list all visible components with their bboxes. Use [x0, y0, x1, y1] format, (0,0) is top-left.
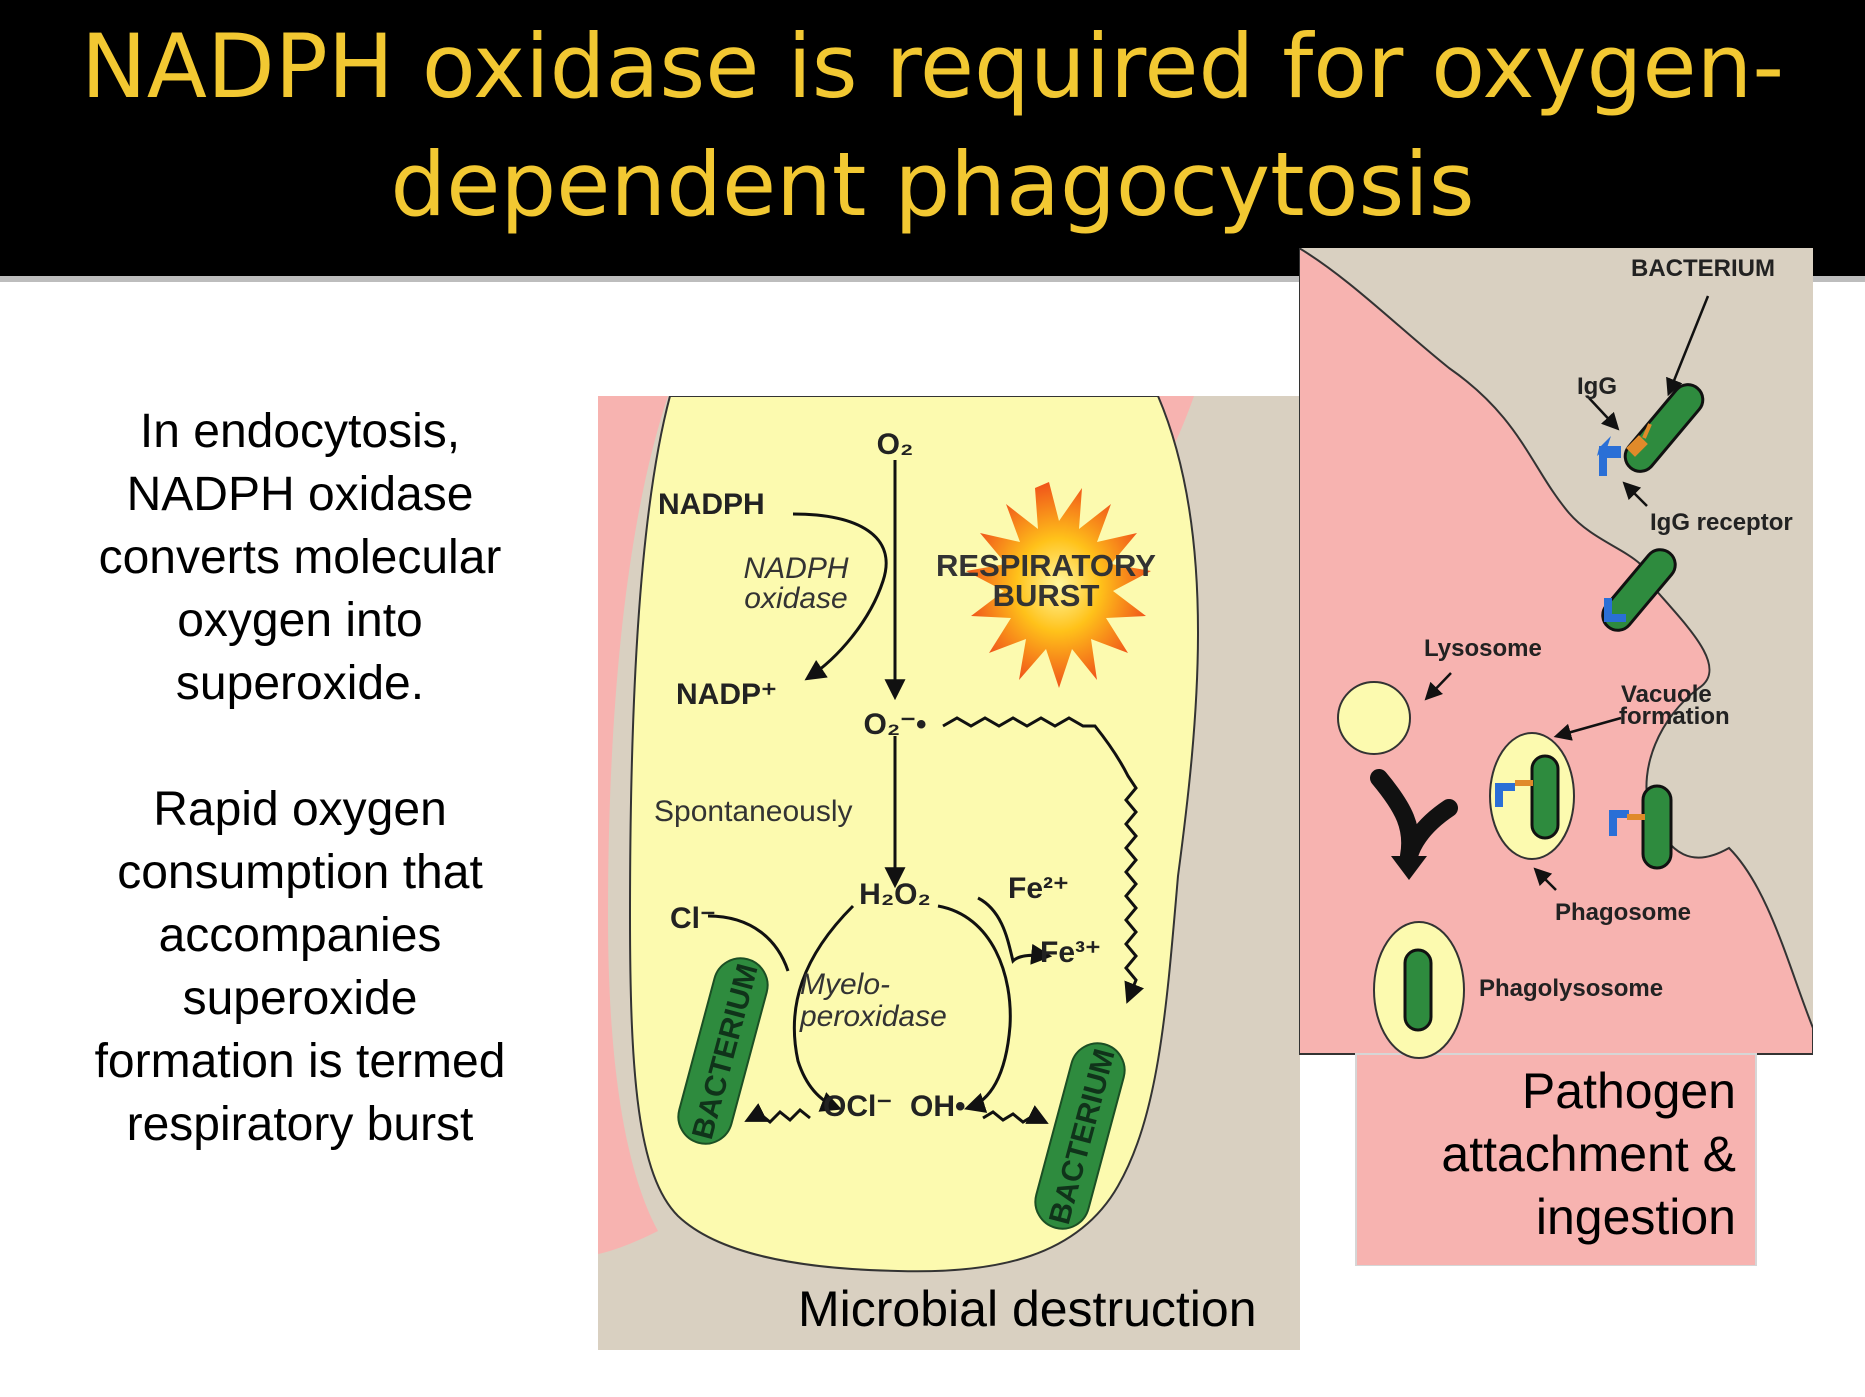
fe3-label: Fe³⁺	[1040, 936, 1101, 969]
igg-receptor-4	[1609, 810, 1617, 836]
igg-receptor-2	[1604, 598, 1612, 622]
igg-antibody-1	[1626, 423, 1652, 457]
left-text-line: converts molecular	[98, 531, 502, 584]
phagolysosome-label: Phagolysosome	[1479, 975, 1663, 1002]
superoxide-to-bacterium-wavy-arrow	[942, 716, 1144, 1004]
left-text-line: consumption that	[117, 846, 483, 899]
vacuole-label-line-2: formation	[1619, 703, 1730, 730]
hydroxyl-radical-label: OH•	[910, 1090, 966, 1123]
pathogen-ingestion-diagram: BACTERIUM IgG IgG receptor Lysosome Vacu…	[1299, 248, 1813, 1266]
phagosome-label: Phagosome	[1555, 899, 1691, 926]
left-text-line: superoxide.	[175, 657, 425, 710]
h2o2-label: H₂O₂	[859, 878, 931, 911]
left-text-line: oxygen into	[177, 594, 423, 647]
left-text-line: accompanies	[158, 909, 442, 962]
phagocyte-cell	[1299, 248, 1813, 1055]
left-text-line: respiratory burst	[126, 1098, 474, 1151]
lysosome-label: Lysosome	[1424, 635, 1542, 662]
o2-label: O₂	[877, 428, 914, 461]
hypochlorite-label: OCl⁻	[823, 1090, 892, 1123]
nadph-oxidase-label-line-1: NADPH	[743, 552, 848, 585]
phagolysosome-bacterium	[1403, 948, 1433, 1032]
left-paragraph-2: Rapid oxygen consumption that accompanie…	[40, 778, 560, 1156]
attached-bacterium-body	[1623, 383, 1705, 473]
igg-receptor-3b	[1495, 783, 1515, 791]
phagosome-pointer	[1533, 867, 1557, 891]
bacterium-right-body	[1034, 1042, 1126, 1230]
slide-title-line-1: NADPH oxidase is required for oxygen-	[80, 15, 1785, 118]
left-text-line: In endocytosis,	[139, 405, 461, 458]
microbial-destruction-diagram: BACTERIUM BACTERIUM O₂ NADPH NADPH oxida…	[598, 396, 1300, 1350]
h2o2-to-ocl-arrow	[792, 904, 855, 1112]
respiratory-burst-star	[966, 482, 1151, 688]
bacterium-left-body	[677, 957, 769, 1145]
vacuole-pointer	[1553, 716, 1622, 741]
ocl-to-bacterium-wavy-arrow	[744, 1103, 811, 1125]
left-paragraph-1: In endocytosis, NADPH oxidase converts m…	[40, 400, 560, 715]
left-text-line: superoxide	[182, 972, 418, 1025]
slide-title: NADPH oxidase is required for oxygen- de…	[0, 8, 1865, 244]
respiratory-label: RESPIRATORY	[936, 548, 1156, 583]
fusion-arrow-head	[1391, 856, 1427, 880]
attached-bacterium	[1623, 383, 1705, 473]
igg-antibody-4	[1627, 814, 1645, 820]
vacuole-bacterium	[1641, 784, 1673, 870]
nadph-label: NADPH	[658, 488, 765, 521]
myeloperoxidase-label-line-1: Myelo-	[800, 968, 890, 1001]
hydroxyl-to-bacterium-wavy-arrow	[982, 1105, 1049, 1124]
myeloperoxidase-label-line-2: peroxidase	[799, 1000, 947, 1033]
igg-receptor-1b	[1599, 446, 1607, 476]
igg-receptor-3	[1495, 783, 1503, 807]
slide-title-line-2: dependent phagocytosis	[390, 133, 1475, 236]
chloride-label: Cl⁻	[670, 902, 716, 935]
ingestion-caption-line-1: Pathogen	[1521, 1063, 1736, 1119]
igg-receptor-pointer	[1622, 481, 1648, 507]
igg-receptor-4b	[1609, 810, 1629, 818]
chloride-input-arrow	[707, 914, 790, 972]
igg-pointer	[1588, 397, 1620, 431]
cell-membrane-left	[598, 396, 668, 1254]
microbial-destruction-caption: Microbial destruction	[798, 1281, 1257, 1337]
igg-receptor-2b	[1604, 614, 1626, 622]
engulfing-bacterium	[1601, 548, 1677, 632]
spontaneously-label: Spontaneously	[654, 795, 853, 828]
lysosome-pointer	[1424, 672, 1452, 701]
fe2-label: Fe²⁺	[1008, 872, 1069, 905]
lysosome	[1337, 681, 1411, 755]
igg-antibody-3	[1515, 780, 1533, 786]
ingestion-caption-line-3: ingestion	[1535, 1189, 1736, 1245]
bacterium-label: BACTERIUM	[1631, 255, 1775, 282]
caption-box	[1355, 1053, 1757, 1266]
igg-receptor-label: IgG receptor	[1650, 509, 1793, 536]
left-text-line: formation is termed	[94, 1035, 506, 1088]
title-bar: NADPH oxidase is required for oxygen- de…	[0, 0, 1865, 282]
phagosome-bacterium	[1530, 754, 1560, 840]
fusion-arrow	[1370, 769, 1458, 865]
pathogen-ingestion-caption: Pathogen attachment & ingestion	[1356, 1060, 1736, 1249]
left-text-line: Rapid oxygen	[153, 783, 447, 836]
iron-oxidation-arrow	[977, 896, 1053, 965]
superoxide-label: O₂⁻•	[863, 708, 926, 741]
bacterium-pointer	[1666, 295, 1710, 397]
nadph-oxidation-arrow	[792, 512, 888, 681]
ingestion-caption-line-2: attachment &	[1441, 1126, 1736, 1182]
left-text-line: NADPH oxidase	[126, 468, 474, 521]
engulfing-bacterium-body	[1601, 548, 1677, 632]
igg-label: IgG	[1577, 373, 1617, 400]
nadph-oxidase-label-line-2: oxidase	[744, 582, 847, 615]
h2o2-to-hydroxyl-arrow	[937, 904, 1012, 1113]
nadp-label: NADP⁺	[676, 678, 777, 711]
vacuole-label-line-1: Vacuole	[1621, 681, 1712, 708]
burst-label: BURST	[993, 578, 1100, 613]
